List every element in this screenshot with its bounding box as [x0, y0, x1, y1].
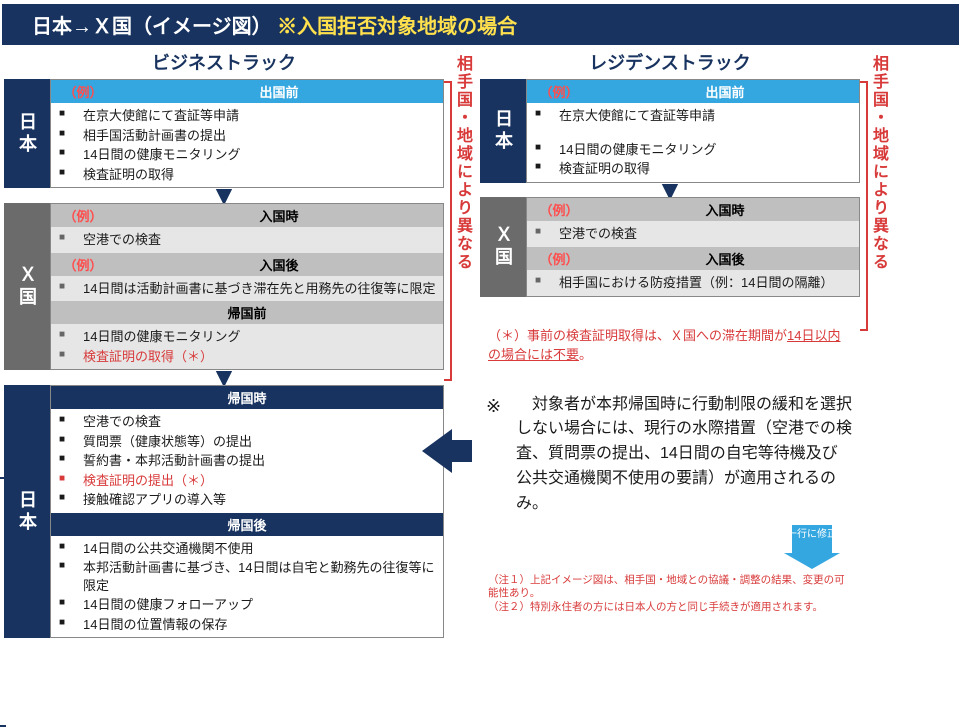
sec-title: 入国後	[115, 253, 443, 276]
note-big-wrap: ※ 対象者が本邦帰国時に行動制限の緩和を選択しない場合には、現行の水際措置（空港…	[480, 385, 860, 572]
residence-stage-xcountry: Ｘ国 （例） 入国時 空港での検査 （例） 入国後 相手国における防疫措置（例：…	[480, 197, 860, 296]
list-item: 検査証明の取得（＊）	[73, 347, 437, 367]
bracket-icon	[860, 81, 868, 331]
example-tag: （例）	[527, 198, 591, 221]
vnote-text: 相手国・地域により異なる	[450, 47, 474, 271]
list-item: 相手国活動計画書の提出	[73, 126, 437, 146]
vnote-business: 相手国・地域により異なる	[450, 47, 474, 640]
main-columns: ビジネストラック 日本 （例） 出国前 在京大使館にて査証等申請相手国活動計画書…	[0, 47, 961, 640]
footnote-1: （注１）上記イメージ図は、相手国・地域との協議・調整の結果、変更の可能性あり。	[488, 574, 852, 601]
list-item: 14日間は活動計画書に基づき滞在先と用務先の往復等に限定	[73, 279, 437, 299]
item-list: 空港での検査質問票（健康状態等）の提出誓約書・本邦活動計画書の提出検査証明の提出…	[51, 409, 443, 513]
stage-body: （例） 入国時 空港での検査 （例） 入国後 14日間は活動計画書に基づき滞在先…	[50, 203, 444, 370]
example-tag: （例）	[527, 80, 591, 103]
bracket-icon	[444, 81, 452, 381]
stage-body: 帰国時 空港での検査質問票（健康状態等）の提出誓約書・本邦活動計画書の提出検査証…	[50, 385, 444, 638]
list-item: 接触確認アプリの導入等	[73, 490, 437, 510]
sec-head-before-return: 帰国前	[51, 301, 443, 324]
item-list: 在京大使館にて査証等申請 14日間の健康モニタリング検査証明の取得	[527, 103, 859, 182]
residence-title: レジデンストラック	[480, 47, 860, 79]
list-item: 在京大使館にて査証等申請	[549, 106, 853, 126]
vnote-text-2: 相手国・地域により異なる	[866, 47, 890, 271]
list-item: 在京大使館にて査証等申請	[73, 106, 437, 126]
example-tag: （例）	[51, 253, 115, 276]
item-list: 空港での検査	[527, 221, 859, 247]
sec-head-depart: （例） 出国前	[51, 80, 443, 103]
list-item: 14日間の健康フォローアップ	[73, 595, 437, 615]
list-item: 14日間の健康モニタリング	[73, 145, 437, 165]
small-down-arrow-icon: 一行に修正	[784, 525, 840, 569]
stage-body: （例） 入国時 空港での検査 （例） 入国後 相手国における防疫措置（例：14日…	[526, 197, 860, 296]
note-big-text: 対象者が本邦帰国時に行動制限の緩和を選択しない場合には、現行の水際措置（空港での…	[516, 396, 852, 512]
list-item: 14日間の位置情報の保存	[73, 615, 437, 635]
sec-title: 入国時	[115, 204, 443, 227]
residence-stage-japan-depart: 日本 （例） 出国前 在京大使館にて査証等申請 14日間の健康モニタリング検査証明…	[480, 79, 860, 183]
stage-label-x: Ｘ国	[480, 197, 526, 296]
sec-title: 帰国前	[51, 301, 443, 324]
example-tag: （例）	[51, 80, 115, 103]
list-item: 誓約書・本邦活動計画書の提出	[73, 451, 437, 471]
note-star: （＊）事前の検査証明取得は、Ｘ国への滞在期間が14日以内の場合には不要。	[480, 321, 860, 367]
list-item: 空港での検査	[73, 412, 437, 432]
list-item: 検査証明の取得	[73, 165, 437, 185]
business-track: ビジネストラック 日本 （例） 出国前 在京大使館にて査証等申請相手国活動計画書…	[4, 47, 444, 640]
stage-label-x: Ｘ国	[4, 203, 50, 370]
business-stage-japan-return: 日本 帰国時 空港での検査質問票（健康状態等）の提出誓約書・本邦活動計画書の提出…	[4, 385, 444, 638]
small-arrow-wrap: 一行に修正	[480, 525, 860, 572]
list-item: 検査証明の取得	[549, 159, 853, 179]
small-arrow-text: 一行に修正	[784, 529, 840, 540]
list-item: 14日間の健康モニタリング	[73, 327, 437, 347]
list-item: 本邦活動計画書に基づき、14日間は自宅と勤務先の往復等に限定	[73, 558, 437, 595]
sec-head-after-entry: （例） 入国後	[527, 247, 859, 270]
sec-title: 帰国時	[51, 386, 443, 409]
big-left-arrow-icon	[422, 429, 452, 473]
sec-head-return: 帰国時	[51, 386, 443, 409]
sec-title: 入国時	[591, 198, 859, 221]
note-star-prefix: （＊）事前の検査証明取得は、Ｘ国への滞在期間が	[488, 328, 787, 343]
example-tag: （例）	[51, 204, 115, 227]
list-item: 14日間の健康モニタリング	[549, 140, 853, 160]
business-title: ビジネストラック	[4, 47, 444, 79]
item-list: 在京大使館にて査証等申請相手国活動計画書の提出14日間の健康モニタリング検査証明…	[51, 103, 443, 187]
note-star-suffix: 。	[579, 347, 592, 362]
sec-title: 出国前	[115, 80, 443, 103]
header-suffix: ※入国拒否対象地域の場合	[277, 16, 517, 38]
list-item: 質問票（健康状態等）の提出	[73, 432, 437, 452]
business-stage-japan-depart: 日本 （例） 出国前 在京大使館にて査証等申請相手国活動計画書の提出14日間の健…	[4, 79, 444, 188]
header-prefix: 日本→Ｘ国（イメージ図）	[32, 16, 272, 38]
sec-title: 帰国後	[51, 513, 443, 536]
stage-label-japan-return: 日本	[4, 385, 50, 638]
list-item: 空港での検査	[73, 230, 437, 250]
sec-head-after-entry: （例） 入国後	[51, 253, 443, 276]
sec-head-entry: （例） 入国時	[51, 204, 443, 227]
residence-track: レジデンストラック 日本 （例） 出国前 在京大使館にて査証等申請 14日間の健康…	[480, 47, 860, 640]
item-list: 14日間の健康モニタリング検査証明の取得（＊）	[51, 324, 443, 369]
stage-body: （例） 出国前 在京大使館にて査証等申請相手国活動計画書の提出14日間の健康モニ…	[50, 79, 444, 188]
item-list: 空港での検査	[51, 227, 443, 253]
bracket-return-icon	[0, 477, 6, 727]
footnote-2: （注２）特別永住者の方には日本人の方と同じ手続きが適用されます。	[488, 601, 852, 615]
stage-body: （例） 出国前 在京大使館にて査証等申請 14日間の健康モニタリング検査証明の取得	[526, 79, 860, 183]
note-big-mark: ※	[486, 393, 501, 421]
page-header: 日本→Ｘ国（イメージ図） ※入国拒否対象地域の場合	[2, 4, 959, 45]
list-item: 相手国における防疫措置（例：14日間の隔離）	[549, 273, 853, 293]
sec-head-depart: （例） 出国前	[527, 80, 859, 103]
item-list: 相手国における防疫措置（例：14日間の隔離）	[527, 270, 859, 296]
stage-label-japan: 日本	[4, 79, 50, 188]
item-list: 14日間の公共交通機関不使用本邦活動計画書に基づき、14日間は自宅と勤務先の往復…	[51, 536, 443, 638]
sec-title: 入国後	[591, 247, 859, 270]
stage-label-japan: 日本	[480, 79, 526, 183]
example-tag: （例）	[527, 247, 591, 270]
note-big: ※ 対象者が本邦帰国時に行動制限の緩和を選択しない場合には、現行の水際措置（空港…	[480, 385, 860, 525]
footnotes: （注１）上記イメージ図は、相手国・地域との協議・調整の結果、変更の可能性あり。 …	[480, 572, 860, 617]
list-item: 検査証明の提出（＊）	[73, 471, 437, 491]
list-item: 空港での検査	[549, 224, 853, 244]
sec-head-entry: （例） 入国時	[527, 198, 859, 221]
list-item: 14日間の公共交通機関不使用	[73, 539, 437, 559]
item-list: 14日間は活動計画書に基づき滞在先と用務先の往復等に限定	[51, 276, 443, 302]
sec-title: 出国前	[591, 80, 859, 103]
sec-head-after-return: 帰国後	[51, 513, 443, 536]
vnote-residence: 相手国・地域により異なる	[866, 47, 890, 640]
business-stage-xcountry: Ｘ国 （例） 入国時 空港での検査 （例） 入国後 14日間は活動計画書に基づき…	[4, 203, 444, 370]
